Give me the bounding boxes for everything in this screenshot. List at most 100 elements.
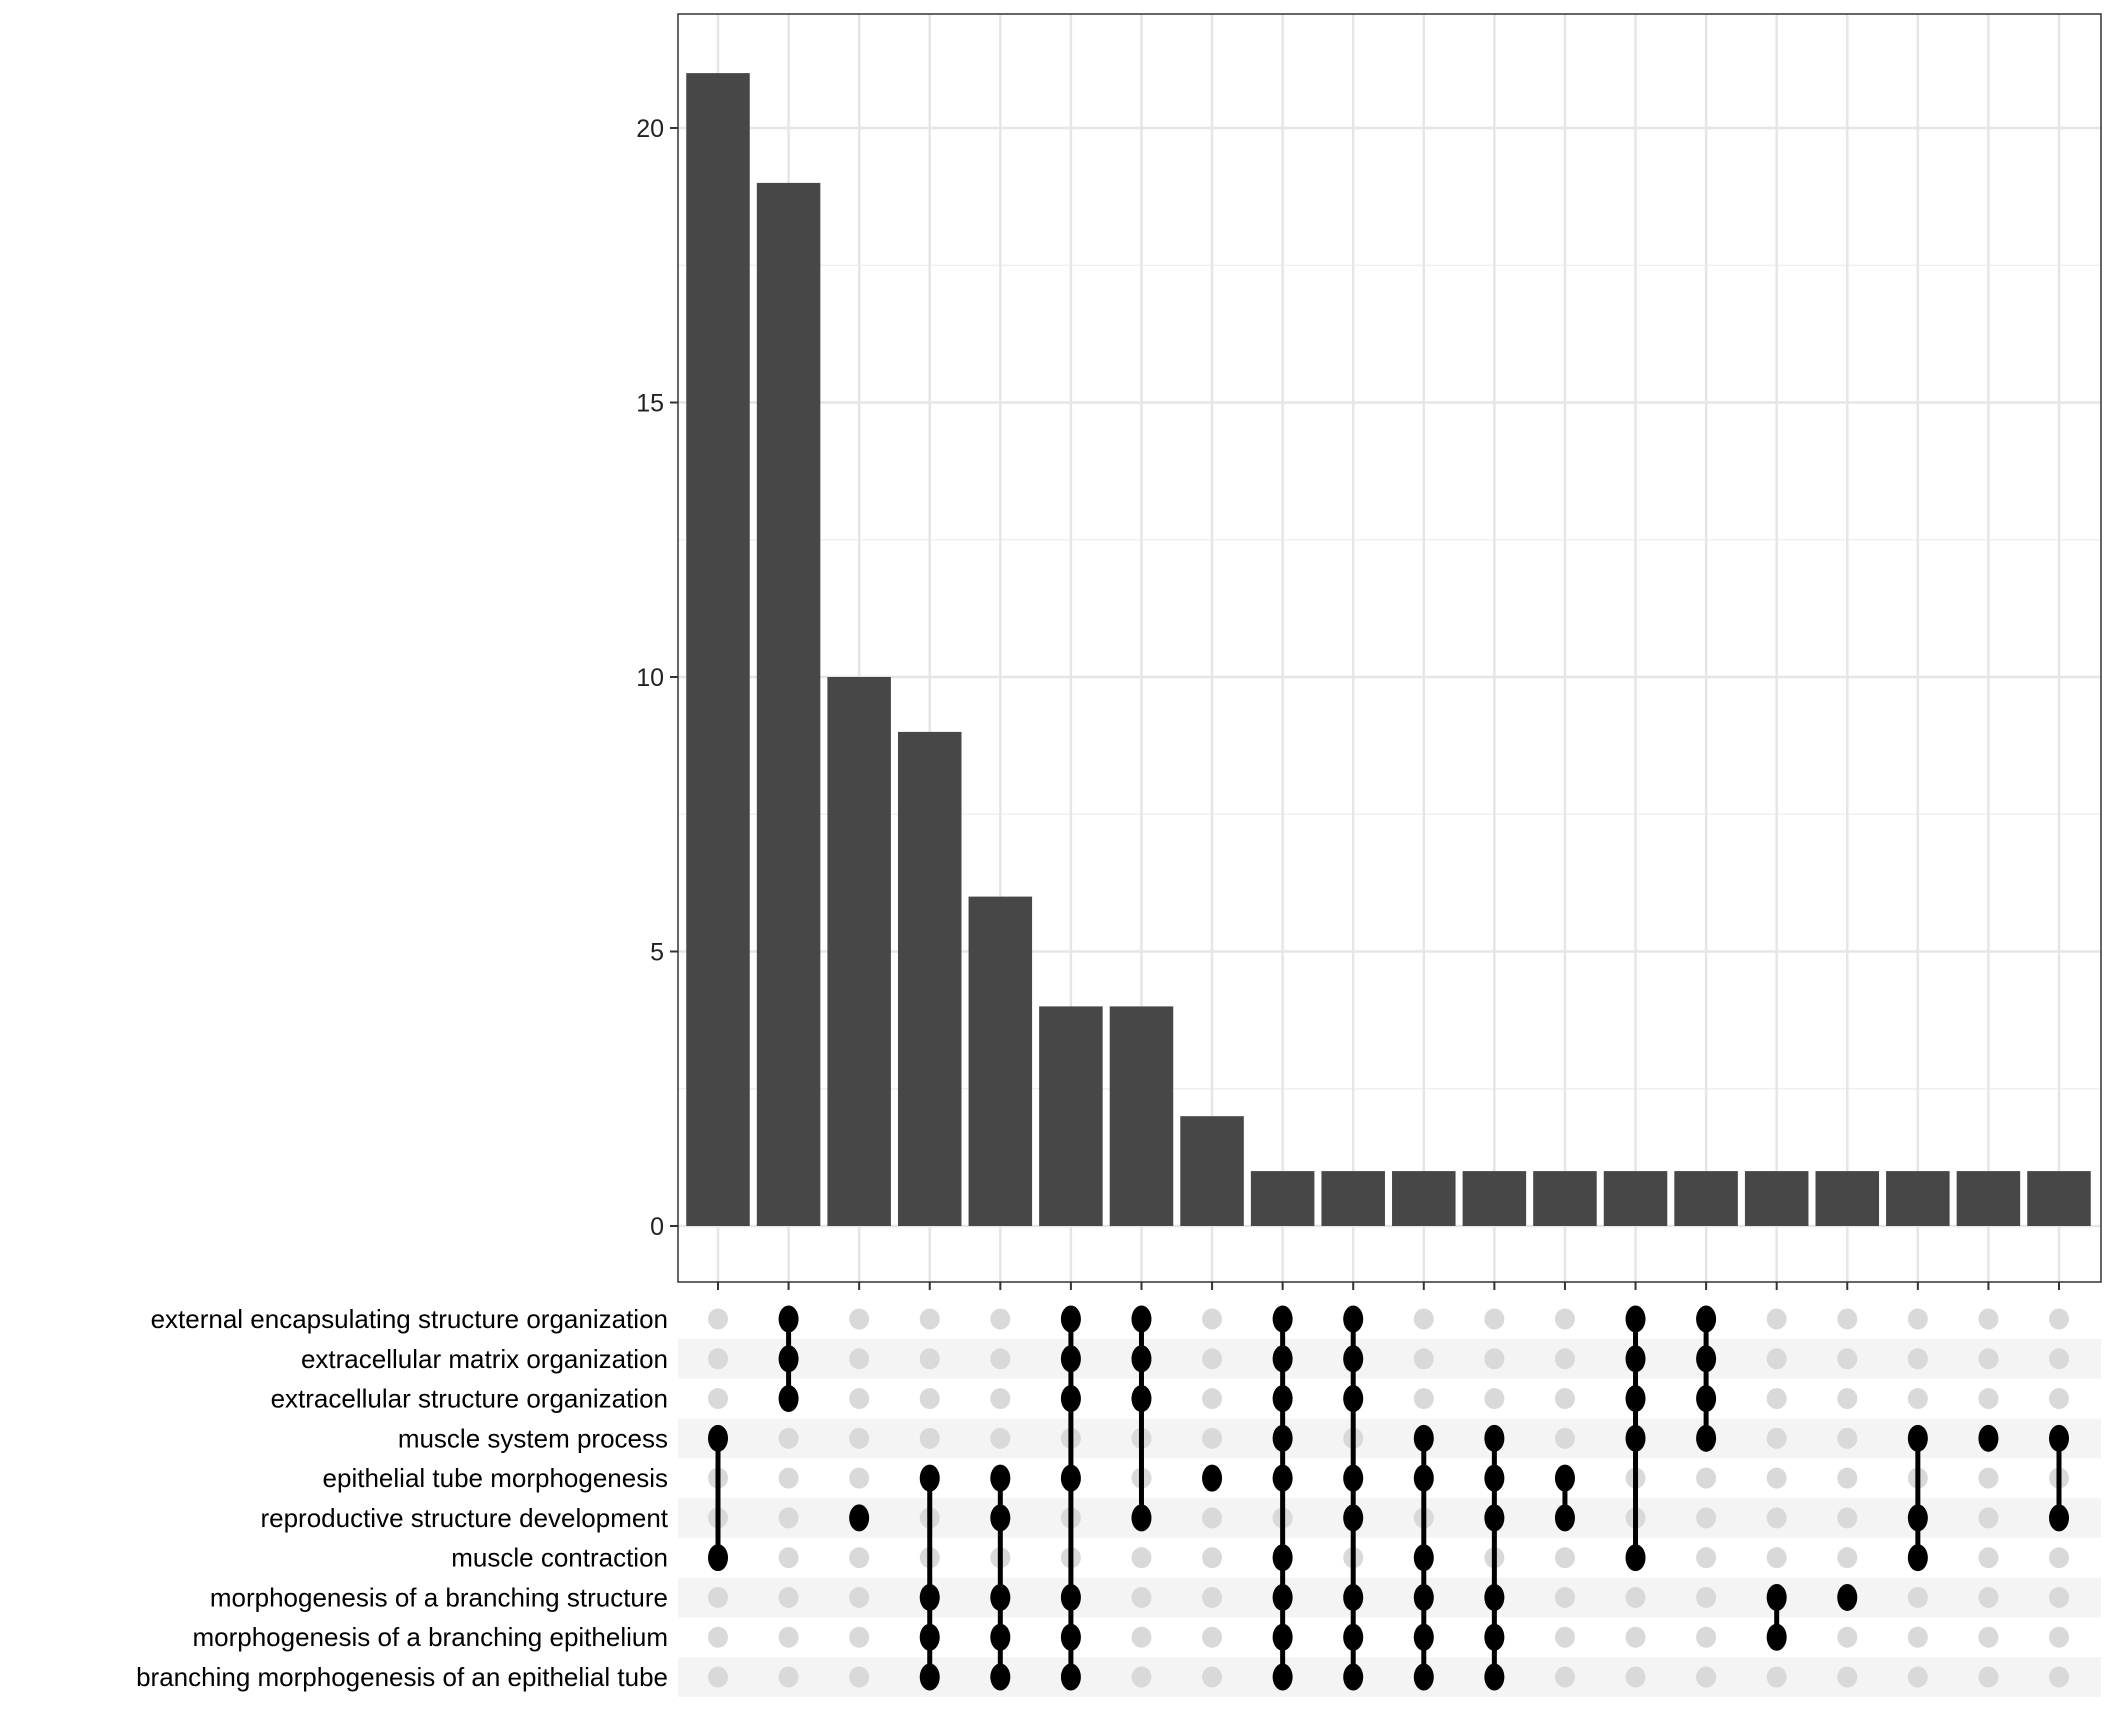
bar xyxy=(2027,1171,2091,1226)
bar xyxy=(1744,1171,1809,1226)
set-label: epithelial tube morphogenesis xyxy=(323,1463,668,1493)
active-dot xyxy=(1131,1504,1152,1532)
active-dot xyxy=(1272,1583,1293,1611)
inactive-dot xyxy=(1978,1666,1999,1688)
active-dot xyxy=(1484,1504,1505,1532)
inactive-dot xyxy=(778,1507,799,1529)
inactive-dot xyxy=(1766,1666,1787,1688)
inactive-dot xyxy=(1484,1308,1505,1330)
inactive-dot xyxy=(1907,1348,1928,1370)
inactive-dot xyxy=(1554,1308,1575,1330)
active-dot xyxy=(1766,1583,1787,1611)
inactive-dot xyxy=(1696,1626,1717,1648)
inactive-dot xyxy=(1554,1586,1575,1608)
active-dot xyxy=(1060,1583,1081,1611)
inactive-dot xyxy=(1837,1427,1858,1449)
inactive-dot xyxy=(1202,1348,1223,1370)
active-dot xyxy=(1625,1544,1646,1572)
inactive-dot xyxy=(708,1626,728,1648)
matrix-row-stripe xyxy=(678,1498,2101,1538)
inactive-dot xyxy=(1625,1666,1646,1688)
inactive-dot xyxy=(1978,1467,1999,1489)
active-dot xyxy=(919,1663,940,1691)
active-dot xyxy=(1413,1464,1434,1492)
inactive-dot xyxy=(1202,1308,1223,1330)
inactive-dot xyxy=(1625,1586,1646,1608)
inactive-dot xyxy=(1131,1626,1152,1648)
matrix-row-stripe xyxy=(678,1338,2101,1379)
bar xyxy=(1392,1171,1456,1226)
inactive-dot xyxy=(1907,1666,1928,1688)
active-dot xyxy=(1343,1464,1364,1492)
y-tick-label: 0 xyxy=(650,1213,664,1241)
active-dot xyxy=(1907,1544,1928,1572)
inactive-dot xyxy=(778,1467,799,1489)
active-dot xyxy=(1343,1504,1364,1532)
inactive-dot xyxy=(919,1388,940,1410)
bar xyxy=(1533,1171,1597,1226)
inactive-dot xyxy=(1131,1547,1152,1569)
inactive-dot xyxy=(919,1427,940,1449)
active-dot xyxy=(1272,1464,1293,1492)
inactive-dot xyxy=(2049,1348,2069,1370)
inactive-dot xyxy=(990,1388,1011,1410)
bar xyxy=(1886,1171,1950,1226)
inactive-dot xyxy=(990,1348,1011,1370)
bar xyxy=(1321,1171,1385,1226)
active-dot xyxy=(849,1504,870,1532)
active-dot xyxy=(919,1583,940,1611)
active-dot xyxy=(708,1424,728,1452)
active-dot xyxy=(1413,1583,1434,1611)
inactive-dot xyxy=(1202,1547,1223,1569)
inactive-dot xyxy=(708,1388,728,1410)
plot-border xyxy=(677,13,2102,1283)
active-dot xyxy=(1343,1345,1364,1373)
inactive-dot xyxy=(849,1348,870,1370)
active-dot xyxy=(1131,1345,1152,1373)
inactive-dot xyxy=(919,1348,940,1370)
bar xyxy=(1674,1171,1738,1226)
matrix-row-stripe xyxy=(678,1577,2101,1618)
inactive-dot xyxy=(1766,1547,1787,1569)
inactive-dot xyxy=(849,1586,870,1608)
inactive-dot xyxy=(1131,1666,1152,1688)
inactive-dot xyxy=(1837,1626,1858,1648)
inactive-dot xyxy=(1766,1388,1787,1410)
inactive-dot xyxy=(1907,1308,1928,1330)
active-dot xyxy=(1343,1385,1364,1413)
set-label: muscle contraction xyxy=(451,1543,668,1573)
inactive-dot xyxy=(1202,1427,1223,1449)
inactive-dot xyxy=(1978,1308,1999,1330)
inactive-dot xyxy=(990,1308,1011,1330)
active-dot xyxy=(1837,1583,1858,1611)
inactive-dot xyxy=(1978,1507,1999,1529)
inactive-dot xyxy=(1907,1388,1928,1410)
inactive-dot xyxy=(1484,1348,1505,1370)
active-dot xyxy=(1272,1305,1293,1333)
inactive-dot xyxy=(1554,1666,1575,1688)
active-dot xyxy=(1060,1345,1081,1373)
inactive-dot xyxy=(1202,1507,1223,1529)
set-label: muscle system process xyxy=(398,1423,668,1453)
active-dot xyxy=(1484,1623,1505,1651)
bar xyxy=(686,73,750,1227)
active-dot xyxy=(1272,1345,1293,1373)
inactive-dot xyxy=(1202,1666,1223,1688)
active-dot xyxy=(1484,1464,1505,1492)
inactive-dot xyxy=(990,1427,1011,1449)
inactive-dot xyxy=(1413,1388,1434,1410)
set-label: morphogenesis of a branching structure xyxy=(210,1582,668,1612)
active-dot xyxy=(708,1544,728,1572)
inactive-dot xyxy=(1696,1586,1717,1608)
bar xyxy=(1462,1171,1527,1226)
active-dot xyxy=(1484,1424,1505,1452)
inactive-dot xyxy=(1837,1547,1858,1569)
active-dot xyxy=(1625,1305,1646,1333)
active-dot xyxy=(1060,1305,1081,1333)
bar xyxy=(1250,1171,1315,1226)
y-tick-label: 10 xyxy=(636,664,664,692)
inactive-dot xyxy=(1413,1308,1434,1330)
active-dot xyxy=(1060,1464,1081,1492)
active-dot xyxy=(1272,1385,1293,1413)
